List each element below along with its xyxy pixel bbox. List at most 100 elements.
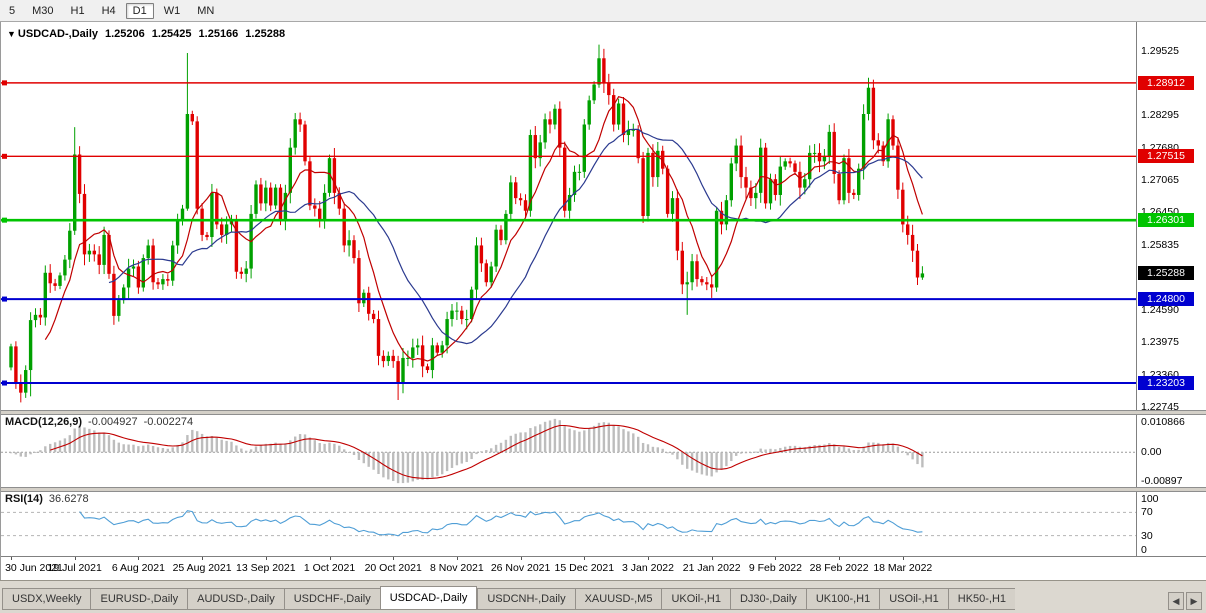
candle-body <box>161 279 165 285</box>
candle-body <box>254 184 258 214</box>
macd-bar <box>749 452 753 454</box>
timeframe-button-H4[interactable]: H4 <box>101 4 116 17</box>
chart-tab-UK100-H1[interactable]: UK100-,H1 <box>805 588 880 610</box>
macd-bar <box>88 428 91 453</box>
time-tick <box>584 557 586 560</box>
y-axis-label: 1.24590 <box>1141 304 1179 317</box>
macd-panel[interactable] <box>1 415 1136 487</box>
price-chart[interactable] <box>1 22 1136 410</box>
macd-bar <box>431 452 434 478</box>
macd-bar <box>34 451 37 453</box>
candle-body <box>171 245 175 281</box>
hline-handle[interactable] <box>2 380 7 386</box>
candle-body <box>729 163 733 201</box>
y-axis-label: 1.28295 <box>1141 109 1179 122</box>
candle-body <box>440 345 444 353</box>
hline-handle[interactable] <box>2 80 7 86</box>
timeframe-button-5[interactable]: 5 <box>9 4 16 17</box>
timeframe-button-H1[interactable]: H1 <box>70 4 85 17</box>
tab-scroll-left-icon[interactable]: ◀ <box>1168 592 1184 610</box>
y-axis-label: 1.29525 <box>1141 44 1179 57</box>
time-tick <box>138 557 140 560</box>
macd-bar <box>759 448 762 453</box>
chart-tab-USDCAD-Daily[interactable]: USDCAD-,Daily <box>379 586 478 610</box>
timeframe-button-MN[interactable]: MN <box>197 4 215 17</box>
candle-body <box>705 282 709 285</box>
macd-bar <box>117 442 120 453</box>
macd-bar <box>372 452 375 470</box>
candle-body <box>107 234 111 274</box>
chart-tab-USOil-H1[interactable]: USOil-,H1 <box>879 588 948 610</box>
candle-body <box>455 310 459 312</box>
candle-body <box>313 205 317 209</box>
macd-bar <box>298 434 302 453</box>
chart-tab-USDCHF-Daily[interactable]: USDCHF-,Daily <box>283 588 380 610</box>
hline-handle[interactable] <box>2 153 7 159</box>
chart-tab-UKOil-H1[interactable]: UKOil-,H1 <box>661 588 730 610</box>
timeframe-button-W1[interactable]: W1 <box>163 4 181 17</box>
macd-bar <box>602 422 606 453</box>
candle-body <box>337 192 341 209</box>
macd-bar <box>210 435 214 453</box>
candle-body <box>563 147 567 211</box>
chart-tab-DJ30-Daily[interactable]: DJ30-,Daily <box>729 588 806 610</box>
date-label: 26 Nov 2021 <box>490 562 551 574</box>
macd-bar <box>127 444 130 453</box>
rsi-panel[interactable] <box>1 492 1136 556</box>
hline-handle[interactable] <box>2 217 7 223</box>
candle-body <box>239 271 243 274</box>
candle-body <box>303 124 307 162</box>
symbol-dropdown-icon[interactable]: ▼ <box>7 29 16 39</box>
macd-bar <box>754 451 757 453</box>
price-badge-1.24800: 1.24800 <box>1138 292 1194 307</box>
hline-handle[interactable] <box>2 296 7 302</box>
time-axis[interactable]: 30 Jun 2021 19 Jul 2021 6 Aug 2021 25 Aug 2… <box>1 556 1206 580</box>
candle-body <box>685 282 689 285</box>
candle-body <box>298 119 302 125</box>
candle-body <box>82 193 87 255</box>
timeframe-toolbar: 5 M30 H1 H4 D1 W1 MN <box>0 0 1206 22</box>
chart-tab-EURUSD-Daily[interactable]: EURUSD-,Daily <box>90 588 188 610</box>
date-label: 21 Jan 2022 <box>682 562 741 574</box>
macd-bar <box>641 442 645 453</box>
candle-body <box>117 300 121 316</box>
panel-separator[interactable] <box>1 410 1206 415</box>
timeframe-button-M30[interactable]: M30 <box>32 4 54 17</box>
date-label: 8 Nov 2021 <box>430 562 484 574</box>
rsi-axis-label: 100 <box>1141 493 1159 505</box>
macd-bar <box>617 426 620 453</box>
chart-tab-AUDUSD-Daily[interactable]: AUDUSD-,Daily <box>187 588 284 610</box>
candle-body <box>215 192 219 225</box>
chart-tab-USDX-Weekly[interactable]: USDX,Weekly <box>2 588 91 610</box>
chart-tab-USDCNH-Daily[interactable]: USDCNH-,Daily <box>477 588 575 610</box>
macd-label: MACD(12,26,9) -0.004927 -0.002274 <box>5 416 199 428</box>
chart-tab-HK50-H1[interactable]: HK50-,H1 <box>947 588 1016 610</box>
candle-body <box>357 258 361 304</box>
candle-body <box>553 108 557 125</box>
candle-body <box>180 208 185 222</box>
macd-bar <box>681 452 684 465</box>
macd-bar <box>666 452 669 454</box>
macd-bar <box>739 452 743 454</box>
candle-body <box>734 145 738 164</box>
candle-body <box>48 272 52 284</box>
candle-body <box>19 383 23 393</box>
macd-bar <box>200 433 204 453</box>
candle-body <box>528 135 533 211</box>
chart-tab-XAUUSD-M5[interactable]: XAUUSD-,M5 <box>574 588 662 610</box>
macd-bar <box>744 452 748 454</box>
candle-body <box>670 198 675 214</box>
price-axis[interactable]: 1.295251.282951.276801.270651.264501.258… <box>1136 22 1206 556</box>
tab-scroll-right-icon[interactable]: ▶ <box>1186 592 1202 610</box>
macd-bar <box>539 424 542 453</box>
macd-bar <box>142 445 145 453</box>
candle-body <box>744 177 748 188</box>
candle-body <box>102 234 106 265</box>
macd-histogram <box>9 418 924 484</box>
macd-bar <box>102 432 106 453</box>
candle-body <box>827 131 831 157</box>
timeframe-button-D1[interactable]: D1 <box>125 2 154 19</box>
panel-separator[interactable] <box>1 487 1206 492</box>
macd-bar <box>392 452 395 482</box>
macd-axis-zero: 0.00 <box>1141 446 1162 459</box>
